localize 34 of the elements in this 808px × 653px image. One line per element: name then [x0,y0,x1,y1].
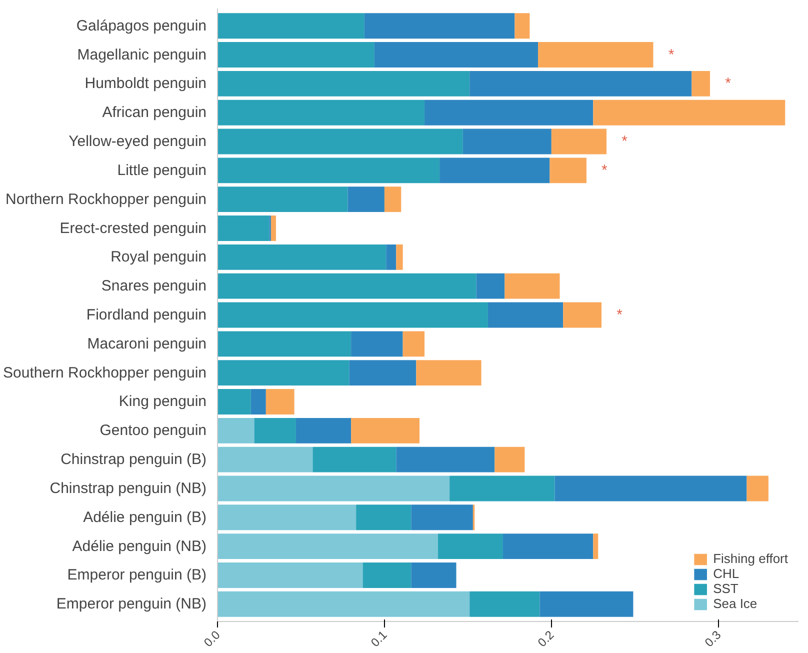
y-tick-label: Adélie penguin (NB) [72,538,207,555]
y-tick-label: Southern Rockhopper penguin [3,364,207,382]
x-tick-label: 0.3 [702,628,724,650]
y-tick-label: Chinstrap penguin (B) [60,451,207,468]
legend-label: SST [713,581,738,596]
y-tick-label: Northern Rockhopper penguin [6,190,207,208]
y-tick-label: Gentoo penguin [100,422,207,440]
x-tick-label: 0.2 [535,628,557,650]
legend-label: CHL [713,566,740,581]
y-tick-label: Snares penguin [101,278,207,295]
y-tick-label: Macaroni penguin [87,335,207,352]
y-tick-label: Emperor penguin (NB) [56,596,207,613]
legend-label: Fishing effort [713,551,788,566]
y-tick-label: Humboldt penguin [84,75,207,92]
y-tick-label: African penguin [102,104,207,122]
annotation: * [616,306,623,324]
annotation: * [725,75,732,92]
y-tick-label: Royal penguin [110,248,207,266]
x-tick-label: 0.0 [201,628,224,650]
annotation: * [602,162,608,179]
y-tick-label: Fiordland penguin [86,306,207,324]
y-tick-label: Galápagos penguin [76,17,206,34]
y-tick-label: Erect-crested penguin [60,220,206,237]
y-tick-label: Chinstrap penguin (NB) [50,480,207,497]
y-tick-label: King penguin [118,393,206,410]
y-tick-label: Adélie penguin (B) [83,508,207,526]
legend-label: Sea Ice [713,596,758,611]
y-tick-label: Emperor penguin (B) [67,566,207,584]
y-tick-label: Little penguin [117,162,207,179]
y-tick-label: Yellow-eyed penguin [68,133,207,150]
annotation: * [668,46,674,64]
x-tick-label: 0.1 [368,628,390,650]
annotation: * [622,133,628,150]
y-tick-label: Magellanic penguin [77,46,207,64]
